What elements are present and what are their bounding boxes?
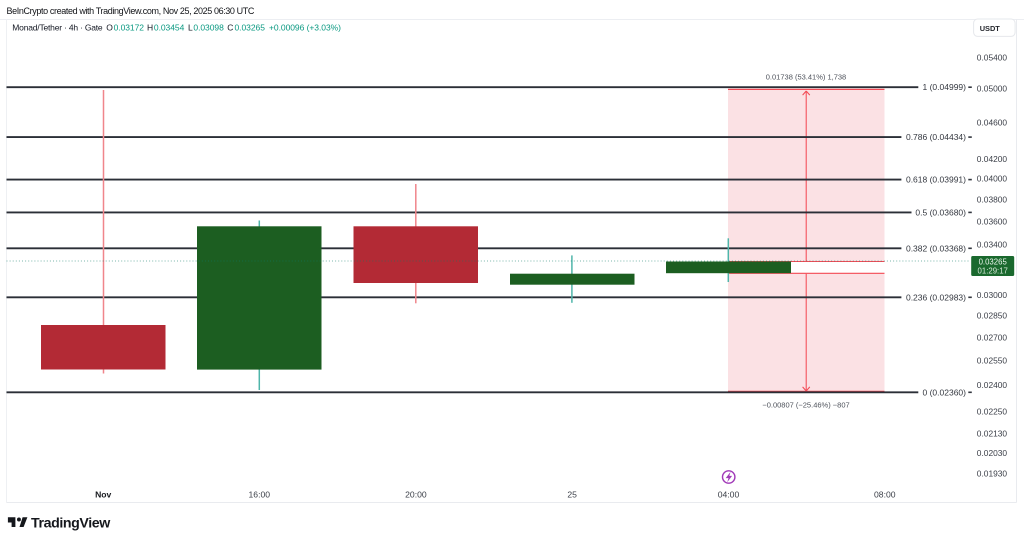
svg-text:0.786 (0.04434): 0.786 (0.04434): [906, 132, 966, 142]
svg-text:20:00: 20:00: [405, 490, 427, 500]
svg-text:0.05400: 0.05400: [977, 52, 1008, 62]
svg-text:0.5 (0.03680): 0.5 (0.03680): [915, 207, 966, 217]
svg-text:Nov: Nov: [95, 490, 111, 500]
svg-text:0.02400: 0.02400: [977, 380, 1008, 390]
svg-text:01:29:17: 01:29:17: [978, 267, 1008, 276]
svg-text:25: 25: [567, 490, 577, 500]
svg-text:0.03600: 0.03600: [977, 216, 1008, 226]
svg-text:Monad/Tether · 4h · Gate: Monad/Tether · 4h · Gate: [12, 22, 103, 32]
svg-text:0.236 (0.02983): 0.236 (0.02983): [906, 292, 966, 302]
svg-text:TradingView: TradingView: [31, 515, 111, 531]
svg-text:0.03172: 0.03172: [114, 22, 145, 32]
svg-text:0.04000: 0.04000: [977, 174, 1008, 184]
svg-text:0.01738 (53.41%) 1,738: 0.01738 (53.41%) 1,738: [766, 72, 846, 81]
svg-text:O: O: [106, 22, 113, 32]
svg-text:04:00: 04:00: [718, 490, 740, 500]
svg-text:−0.00807 (−25.46%) −807: −0.00807 (−25.46%) −807: [762, 400, 849, 409]
svg-text:1 (0.04999): 1 (0.04999): [923, 82, 967, 92]
svg-text:L: L: [188, 22, 193, 32]
svg-text:0.03454: 0.03454: [154, 22, 185, 32]
svg-text:USDT: USDT: [980, 24, 1001, 33]
svg-text:16:00: 16:00: [249, 490, 271, 500]
svg-text:H: H: [147, 22, 153, 32]
svg-text:0.02850: 0.02850: [977, 311, 1008, 321]
svg-text:0.382 (0.03368): 0.382 (0.03368): [906, 243, 966, 253]
svg-text:+0.00096 (+3.03%): +0.00096 (+3.03%): [269, 22, 341, 32]
svg-text:BeInCrypto created with Tradin: BeInCrypto created with TradingView.com,…: [7, 6, 255, 16]
svg-text:0.02550: 0.02550: [977, 356, 1008, 366]
svg-text:0.01930: 0.01930: [977, 468, 1008, 478]
svg-text:0.03800: 0.03800: [977, 195, 1008, 205]
svg-text:0.02250: 0.02250: [977, 406, 1008, 416]
svg-text:C: C: [227, 22, 233, 32]
svg-text:08:00: 08:00: [874, 490, 896, 500]
svg-text:0 (0.02360): 0 (0.02360): [923, 387, 967, 397]
svg-text:0.04600: 0.04600: [977, 117, 1008, 127]
svg-text:0.04200: 0.04200: [977, 154, 1008, 164]
svg-text:0.03265: 0.03265: [235, 22, 266, 32]
svg-text:0.03400: 0.03400: [977, 239, 1008, 249]
svg-text:0.03098: 0.03098: [193, 22, 224, 32]
svg-text:0.02030: 0.02030: [977, 448, 1008, 458]
svg-text:0.618 (0.03991): 0.618 (0.03991): [906, 175, 966, 185]
svg-text:0.02130: 0.02130: [977, 429, 1008, 439]
svg-text:0.02700: 0.02700: [977, 333, 1008, 343]
svg-text:0.03000: 0.03000: [977, 290, 1008, 300]
svg-text:0.05000: 0.05000: [977, 84, 1008, 94]
svg-text:0.03265: 0.03265: [979, 257, 1008, 266]
